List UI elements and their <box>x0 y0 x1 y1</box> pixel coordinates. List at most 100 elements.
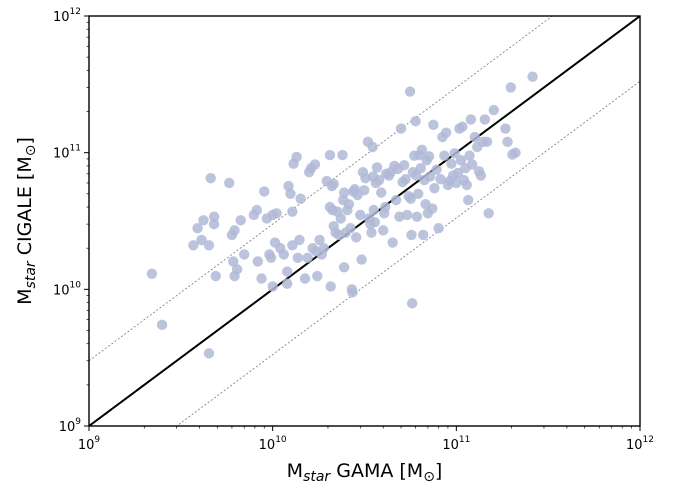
data-point <box>252 256 264 267</box>
data-point <box>413 188 424 200</box>
y-tick-label: 1010 <box>53 280 81 298</box>
data-point <box>256 273 267 284</box>
data-point <box>294 234 305 246</box>
data-point <box>502 136 513 148</box>
data-point <box>291 151 302 163</box>
data-point <box>146 268 158 279</box>
data-point <box>287 240 298 251</box>
data-point <box>358 185 370 196</box>
data-point <box>299 273 311 284</box>
data-point <box>428 119 439 130</box>
y-axis-label: Mstar CIGALE [M⊙] <box>14 137 39 305</box>
data-point <box>337 149 348 161</box>
data-point <box>433 223 444 234</box>
data-point <box>271 208 282 219</box>
data-point <box>395 123 407 134</box>
data-point <box>378 225 389 236</box>
data-point <box>411 211 423 222</box>
data-point <box>367 141 378 153</box>
data-point <box>259 186 270 197</box>
reference-line-2 <box>176 80 640 426</box>
data-point <box>505 82 517 93</box>
data-point <box>481 136 493 148</box>
data-point <box>283 180 294 192</box>
data-point <box>475 170 487 181</box>
axis-ticks: 109 1010 1011 1012 109 1010 1011 1012 <box>53 7 654 453</box>
data-point <box>347 287 358 298</box>
x-tick-label: 1011 <box>442 435 470 453</box>
reference-line-1 <box>89 16 554 362</box>
data-point <box>465 114 477 125</box>
data-point <box>192 223 203 234</box>
data-point <box>387 237 398 248</box>
data-point <box>469 131 480 143</box>
data-point <box>455 155 467 166</box>
data-point <box>431 164 442 175</box>
data-point <box>328 178 339 190</box>
reference-lines <box>89 16 640 426</box>
data-point <box>488 104 500 116</box>
data-point <box>449 148 460 159</box>
data-point <box>401 209 413 221</box>
data-point <box>457 121 468 132</box>
data-point <box>452 167 464 179</box>
data-point <box>287 206 298 217</box>
data-point <box>429 182 440 194</box>
data-point <box>251 204 263 216</box>
data-point <box>205 173 216 184</box>
data-point <box>302 252 313 264</box>
y-tick-label: 1011 <box>53 144 81 162</box>
data-point <box>324 149 336 161</box>
data-point <box>380 201 391 213</box>
data-point <box>371 162 383 173</box>
data-point <box>231 264 243 275</box>
data-point <box>351 232 362 243</box>
data-point <box>483 208 494 219</box>
data-point <box>208 211 220 222</box>
data-point <box>416 144 428 155</box>
data-point <box>435 173 446 185</box>
data-point <box>446 158 457 169</box>
x-axis-label: Mstar GAMA [M⊙] <box>287 460 443 483</box>
data-point <box>285 188 296 200</box>
data-point <box>464 150 475 161</box>
data-point <box>527 71 538 82</box>
x-tick-label: 1010 <box>259 435 287 453</box>
data-point <box>466 159 478 170</box>
data-point <box>417 229 429 241</box>
data-point <box>427 203 438 214</box>
data-point <box>461 179 472 191</box>
data-point <box>309 159 321 170</box>
data-point <box>355 209 366 221</box>
data-point <box>292 252 303 264</box>
data-point <box>404 86 416 97</box>
data-point <box>338 262 350 273</box>
data-point <box>390 194 402 206</box>
data-point <box>325 281 336 292</box>
data-point <box>366 227 377 238</box>
data-point <box>203 240 215 251</box>
y-tick-label: 1012 <box>53 7 81 25</box>
data-point <box>239 249 250 260</box>
y-tick-label: 109 <box>59 417 82 435</box>
data-point <box>338 187 350 198</box>
data-point <box>267 281 278 292</box>
data-point <box>235 215 246 226</box>
data-point <box>203 348 215 359</box>
data-point <box>398 159 410 171</box>
data-point <box>406 229 417 241</box>
data-point <box>405 193 416 204</box>
data-point <box>406 298 418 309</box>
data-point <box>462 194 474 206</box>
data-point <box>373 174 385 186</box>
data-point <box>208 218 220 230</box>
data-point <box>278 249 290 260</box>
data-point <box>368 204 379 216</box>
data-point <box>224 177 235 189</box>
data-point <box>424 171 436 182</box>
x-tick-label: 109 <box>78 435 101 453</box>
data-point <box>439 150 450 161</box>
data-points <box>146 71 538 359</box>
data-point <box>369 216 381 228</box>
data-point <box>410 115 421 127</box>
